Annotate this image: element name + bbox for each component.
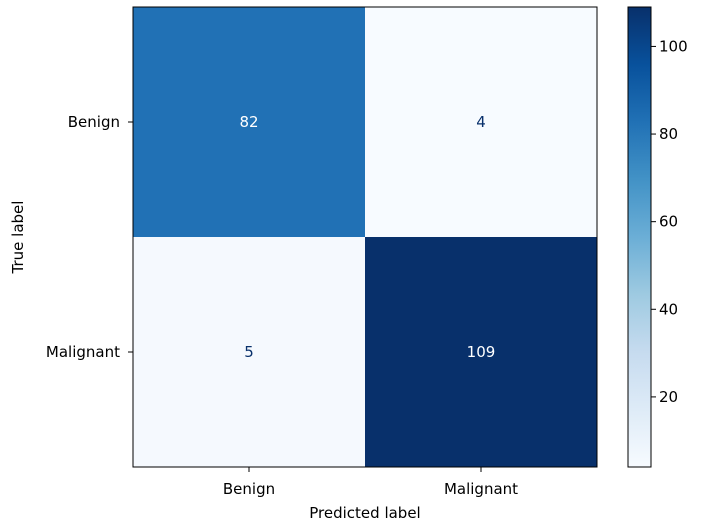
matrix-cell	[133, 7, 365, 237]
matrix-cells	[133, 7, 597, 467]
matrix-cell	[365, 237, 597, 467]
cell-value-label: 82	[239, 113, 258, 131]
y-tick-label: Malignant	[46, 343, 120, 361]
colorbar	[628, 7, 651, 467]
cell-value-labels: 82 4 5 109	[239, 113, 495, 361]
cell-value-label: 5	[244, 343, 254, 361]
matrix-cell	[133, 237, 365, 467]
colorbar-tick-label: 60	[659, 213, 678, 231]
plot-frame	[132, 6, 598, 468]
colorbar-frame	[627, 6, 652, 468]
x-tick-label: Benign	[223, 480, 275, 498]
y-tick-label: Benign	[68, 113, 120, 131]
x-axis-label: Predicted label	[309, 504, 420, 522]
colorbar-ticks: 20 40 60 80 100	[651, 37, 688, 406]
x-tick-label: Malignant	[444, 480, 518, 498]
cell-value-label: 109	[467, 343, 496, 361]
x-axis-ticks: Benign Malignant	[223, 467, 518, 498]
matrix-cell	[365, 7, 597, 237]
colorbar-tick-label: 20	[659, 388, 678, 406]
colorbar-tick-label: 100	[659, 37, 688, 55]
colorbar-tick-label: 80	[659, 125, 678, 143]
y-axis-ticks: Benign Malignant	[46, 113, 133, 361]
cell-value-label: 4	[476, 113, 486, 131]
colorbar-tick-label: 40	[659, 300, 678, 318]
y-axis-label: True label	[9, 201, 27, 275]
